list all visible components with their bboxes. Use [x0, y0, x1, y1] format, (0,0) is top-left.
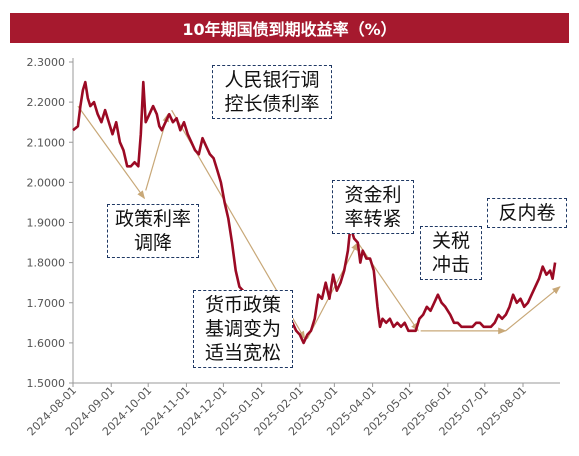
trend-arrow — [77, 105, 146, 200]
y-tick-label: 2.1000 — [27, 136, 66, 149]
annotation-anti-involution: 反内卷 — [487, 198, 567, 228]
annotation-monetary-easing: 货币政策 基调变为 适当宽松 — [193, 290, 293, 368]
trend-arrow — [357, 242, 419, 332]
annotation-rate-cut: 政策利率 调降 — [107, 204, 199, 258]
y-tick-label: 1.7000 — [27, 297, 66, 310]
yield-line — [72, 80, 557, 345]
y-tick-label: 1.6000 — [27, 337, 66, 350]
annotation-pboc-control: 人民银行调 控长债利率 — [212, 65, 332, 119]
y-tick-label: 2.2000 — [27, 96, 66, 109]
y-tick-label: 2.3000 — [27, 56, 66, 69]
trend-arrow — [505, 286, 561, 332]
trend-arrow — [306, 241, 359, 340]
annotation-liquidity-tightening: 资金利 率转紧 — [332, 180, 414, 234]
y-tick-label: 1.8000 — [27, 257, 66, 270]
annotation-tariff-shock: 关税 冲击 — [420, 226, 482, 280]
chart-title: 10年期国债到期收益率（%） — [10, 13, 569, 43]
y-tick-label: 1.9000 — [27, 217, 66, 230]
y-tick-label: 1.5000 — [27, 377, 66, 390]
y-tick-label: 2.0000 — [27, 176, 66, 189]
